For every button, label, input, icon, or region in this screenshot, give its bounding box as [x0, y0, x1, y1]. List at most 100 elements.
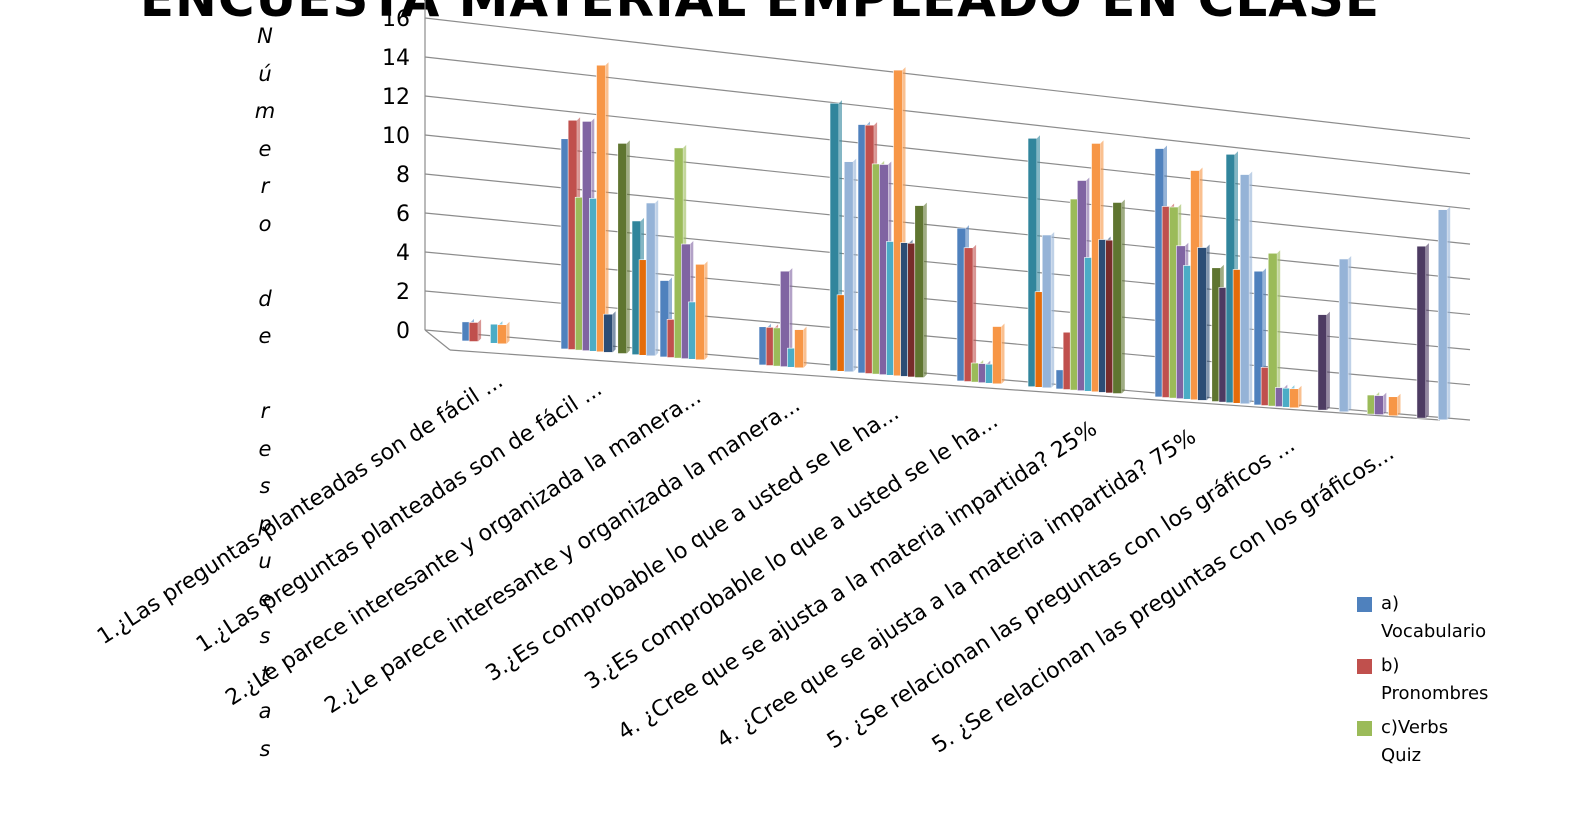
bar-side: [803, 326, 807, 368]
bar-side: [612, 311, 616, 353]
bar: [1437, 206, 1451, 421]
legend-item: a) Vocabulario: [1355, 590, 1575, 646]
bar-face: [1267, 252, 1278, 407]
bar: [603, 311, 616, 353]
legend-item: c)Verbs Quiz: [1355, 714, 1575, 770]
y-tick-label: 8: [396, 163, 410, 188]
bar-face: [497, 324, 507, 345]
bar-side: [973, 244, 977, 382]
bar-face: [1338, 258, 1349, 413]
bar-side: [1383, 392, 1387, 415]
bar: [645, 199, 659, 357]
legend-label: b) Pronombres: [1381, 655, 1489, 704]
y-tick-label: 16: [382, 7, 410, 32]
bar: [1239, 171, 1253, 405]
bar: [1317, 311, 1330, 411]
bar: [695, 261, 708, 361]
bar: [497, 321, 510, 345]
bar: [1289, 385, 1302, 409]
y-tick-label: 14: [382, 46, 410, 71]
bar: [617, 140, 630, 354]
bar-face: [794, 329, 804, 369]
x-tick-label: 1.¿Las preguntas planteadas son de fácil…: [192, 376, 607, 657]
bar-side: [1425, 243, 1429, 419]
y-tick-label: 12: [382, 85, 410, 110]
bar-face: [468, 322, 479, 342]
bar-face: [1317, 314, 1328, 411]
bar-face: [1437, 209, 1448, 421]
bar-face: [963, 247, 974, 382]
bar-side: [1001, 323, 1005, 384]
bar-side: [704, 261, 708, 360]
bar-side: [655, 199, 659, 356]
bar: [1112, 199, 1125, 394]
bar-side: [1121, 199, 1125, 394]
bar-face: [843, 161, 854, 373]
bar-side: [1298, 385, 1302, 408]
bar-face: [1388, 396, 1398, 417]
x-tick-label: 3.¿Es comprobable lo que a usted se le h…: [482, 400, 904, 686]
bar: [914, 202, 927, 378]
bar: [1388, 393, 1401, 417]
bar: [992, 323, 1005, 385]
bar-side: [1249, 171, 1253, 404]
bar-face: [1416, 245, 1427, 419]
bar: [779, 268, 793, 367]
bar-side: [1051, 231, 1055, 388]
bar: [1416, 243, 1429, 419]
chart-title: ENCUESTA MATERIAL EMPLEADO EN CLASE: [110, 0, 1410, 28]
bar-face: [1041, 234, 1052, 389]
bar-side: [626, 140, 630, 354]
bar-face: [645, 202, 656, 357]
bar-face: [914, 205, 925, 378]
bar-side: [1447, 206, 1451, 420]
y-tick-label: 0: [396, 319, 410, 344]
bar-side: [923, 202, 927, 378]
bar-face: [1197, 247, 1207, 401]
bar-side: [1348, 255, 1352, 412]
y-tick-label: 6: [396, 202, 410, 227]
bar-side: [853, 158, 857, 372]
gridline: [424, 95, 1471, 210]
bar: [596, 62, 609, 353]
y-tick-label: 10: [382, 124, 410, 149]
y-tick-label: 2: [396, 280, 410, 305]
bar-side: [605, 62, 609, 352]
bar: [794, 326, 807, 369]
bar-side: [1326, 311, 1330, 411]
bar-face: [695, 263, 705, 361]
bar: [1338, 255, 1352, 413]
bar-face: [992, 326, 1002, 385]
bar-face: [596, 64, 606, 353]
legend-swatch: [1357, 659, 1372, 674]
bar: [963, 244, 977, 382]
bar: [468, 319, 482, 342]
gridline: [424, 17, 1471, 140]
legend: a) Vocabulario b) Pronombres c)Verbs Quiz: [1355, 590, 1575, 776]
bar-face: [617, 143, 628, 354]
legend-item: b) Pronombres: [1355, 652, 1575, 708]
bar-side: [1277, 250, 1281, 407]
bar-side: [506, 321, 510, 344]
bar-face: [1374, 395, 1384, 415]
bar-face: [603, 313, 613, 353]
bar: [1197, 244, 1210, 401]
x-tick-label: 1.¿Las preguntas planteadas son de fácil…: [93, 368, 508, 649]
legend-swatch: [1357, 597, 1372, 612]
floor-edge-left: [424, 329, 451, 351]
legend-label: a) Vocabulario: [1381, 593, 1487, 642]
bar: [1267, 250, 1281, 407]
bar-side: [1397, 393, 1401, 416]
legend-label: c)Verbs Quiz: [1381, 717, 1449, 766]
legend-swatch: [1357, 721, 1372, 736]
bar-side: [789, 268, 793, 367]
floor-edge-front: [449, 349, 1441, 421]
x-tick-label: 3.¿Es comprobable lo que a usted se le h…: [581, 408, 1003, 694]
bar: [843, 158, 857, 373]
bar: [1041, 231, 1055, 389]
bar-face: [1239, 174, 1250, 405]
bar-side: [478, 319, 482, 342]
bar-face: [1112, 202, 1123, 394]
